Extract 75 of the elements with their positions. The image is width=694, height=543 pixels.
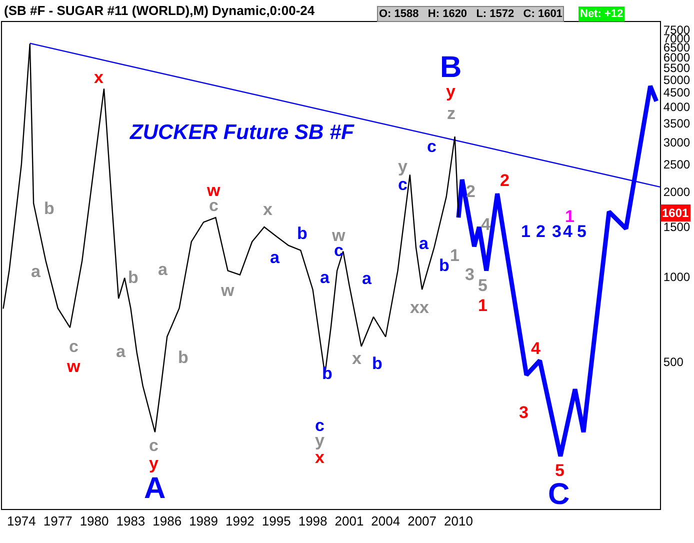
annotation: 1 [521, 222, 530, 241]
x-tick-label: 1995 [262, 514, 291, 529]
annotation: y [446, 82, 456, 101]
text: ZUCKER Future SB #F [129, 121, 356, 144]
y-tick-label: 5500 [663, 61, 690, 76]
annotation: xx [410, 298, 430, 317]
y-tick-label: 3000 [663, 135, 690, 150]
chart-title: (SB #F - SUGAR #11 (WORLD),M) Dynamic,0:00-24 [4, 3, 316, 18]
annotation: b [44, 199, 54, 218]
y-tick-label: 4500 [663, 86, 690, 100]
annotation: c [427, 137, 436, 156]
x-tick-label: 1992 [225, 514, 254, 529]
annotation: 1 [450, 246, 460, 265]
annotation: w [66, 357, 81, 376]
annotation: 2 [466, 182, 476, 201]
y-tick-label: 500 [663, 354, 684, 369]
annotation: B [440, 51, 462, 84]
annotation: A [144, 472, 166, 505]
text: Net: +12 [580, 8, 624, 20]
y-tick-label: 2000 [663, 184, 690, 199]
annotation: 4 [481, 215, 491, 234]
annotation: z [447, 104, 456, 123]
annotation: c [149, 436, 158, 455]
annotation: 5 [555, 461, 564, 480]
annotation: 5 [478, 276, 488, 295]
annotation: b [372, 354, 382, 373]
annotation: C [548, 478, 570, 511]
y-tick-label: 1000 [663, 270, 690, 284]
annotation: 2 [536, 222, 546, 241]
x-tick-label: 1980 [80, 514, 109, 529]
x-tick-label: 2007 [408, 514, 437, 529]
text: 1601 [662, 206, 690, 220]
annotation: y [149, 454, 159, 473]
x-tick-label: 1998 [298, 514, 328, 529]
x-tick-label: 1986 [152, 514, 182, 529]
annotation: a [320, 268, 330, 287]
annotation: a [270, 248, 280, 267]
annotation: 3 [552, 222, 562, 241]
annotation: x [352, 349, 362, 368]
annotation: 3 [465, 265, 474, 284]
x-tick-label: 2004 [371, 514, 400, 529]
annotation: x [94, 68, 104, 87]
annotation: b [297, 224, 308, 243]
annotation: b [178, 348, 188, 367]
y-tick-label: 3500 [663, 116, 690, 130]
text: O: 1588 H: 1620 L: 1572 C: 1601 [379, 8, 562, 20]
annotation: x [263, 200, 273, 219]
annotation: a [116, 342, 126, 361]
annotation: a [362, 269, 372, 288]
annotation: 2 [500, 171, 510, 190]
annotation: a [158, 260, 168, 279]
annotation: b [128, 268, 138, 287]
x-tick-label: 1983 [116, 514, 146, 529]
annotation: x [315, 448, 325, 467]
annotation: 3 [519, 403, 528, 422]
x-tick-label: 1989 [189, 514, 218, 529]
y-tick-label: 1500 [663, 220, 690, 234]
annotation: c [398, 175, 408, 194]
x-tick-label: 2010 [444, 514, 473, 529]
annotation: a [31, 262, 41, 281]
annotation: a [419, 234, 429, 253]
annotation: b [322, 364, 332, 383]
annotation: 1 [478, 296, 488, 315]
annotation: 5 [577, 222, 586, 241]
x-tick-label: 1974 [6, 514, 36, 529]
annotation: 4 [531, 339, 541, 358]
y-tick-label: 5000 [663, 72, 690, 87]
y-tick-label: 2500 [663, 158, 690, 172]
y-tick-label: 4000 [663, 100, 690, 114]
annotation: y [398, 157, 408, 176]
annotation: b [439, 256, 450, 275]
annotation: w [220, 281, 235, 300]
annotation: c [69, 337, 78, 356]
x-tick-label: 2001 [334, 514, 364, 529]
x-tick-label: 1977 [43, 514, 72, 529]
